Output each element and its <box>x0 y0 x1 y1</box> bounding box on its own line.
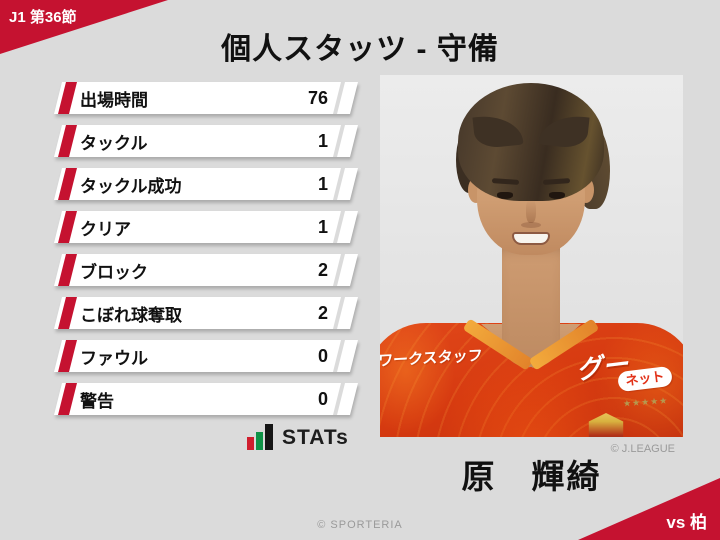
player-photo: ワークスタッフ グー ネット ★★★★★ <box>380 75 683 437</box>
bar-chart-icon <box>265 424 273 450</box>
stats-list: 出場時間 76 タックル 1 タックル成功 1 クリア 1 <box>54 82 358 415</box>
stat-row-clearances: クリア 1 <box>54 211 358 243</box>
round-banner-label: J1 第36節 <box>9 9 77 26</box>
opponent-banner-label: vs 柏 <box>666 513 707 532</box>
photo-credit: © J.LEAGUE <box>610 443 675 455</box>
player-smile <box>512 232 550 245</box>
bar-chart-icon <box>256 432 263 450</box>
stat-row-tackles-won: タックル成功 1 <box>54 168 358 200</box>
player-eye-left <box>497 192 513 199</box>
stat-row-blocks: ブロック 2 <box>54 254 358 286</box>
bar-chart-icon <box>247 437 254 450</box>
stat-row-tackles: タックル 1 <box>54 125 358 157</box>
stat-label: 警告 <box>80 391 114 411</box>
stats-logo: STATs <box>247 423 349 450</box>
page-title: 個人スタッツ - 守備 <box>221 33 499 66</box>
stat-label: こぼれ球奪取 <box>80 305 182 325</box>
stat-row-minutes: 出場時間 76 <box>54 82 358 114</box>
stat-value: 2 <box>317 259 328 280</box>
stat-value: 0 <box>317 388 328 409</box>
site-credit: © SPORTERIA <box>317 519 403 531</box>
stat-value: 1 <box>317 173 328 194</box>
stat-label: ファウル <box>80 348 148 368</box>
stat-value: 1 <box>317 130 328 151</box>
stat-value: 1 <box>317 216 328 237</box>
stat-value: 0 <box>317 345 328 366</box>
player-nose <box>526 199 536 223</box>
stat-label: ブロック <box>80 262 148 282</box>
stat-row-loose-ball-recoveries: こぼれ球奪取 2 <box>54 297 358 329</box>
stat-label: タックル <box>80 133 148 153</box>
stat-label: クリア <box>80 219 131 239</box>
stats-logo-wordmark: STATs <box>282 426 349 449</box>
stat-row-fouls: ファウル 0 <box>54 340 358 372</box>
player-eye-right <box>549 192 565 199</box>
player-name: 原 輝綺 <box>461 458 602 495</box>
stat-value: 2 <box>317 302 328 323</box>
stat-value: 76 <box>307 87 328 108</box>
stat-row-yellow-cards: 警告 0 <box>54 383 358 415</box>
stat-label: 出場時間 <box>80 90 148 110</box>
stat-label: タックル成功 <box>80 176 182 196</box>
player-nose-shadow <box>521 222 541 228</box>
